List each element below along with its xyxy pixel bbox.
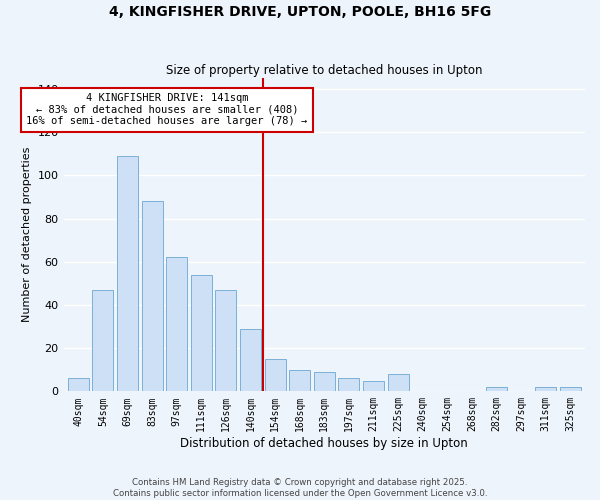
X-axis label: Distribution of detached houses by size in Upton: Distribution of detached houses by size … [181, 437, 468, 450]
Bar [92, 290, 113, 392]
Bar [240, 328, 261, 392]
Bar [215, 290, 236, 392]
Bar [388, 374, 409, 392]
Bar [166, 258, 187, 392]
Bar [535, 387, 556, 392]
Bar [142, 202, 163, 392]
Y-axis label: Number of detached properties: Number of detached properties [22, 147, 32, 322]
Title: Size of property relative to detached houses in Upton: Size of property relative to detached ho… [166, 64, 482, 77]
Bar [486, 387, 507, 392]
Bar [117, 156, 138, 392]
Bar [560, 387, 581, 392]
Bar [363, 380, 384, 392]
Bar [338, 378, 359, 392]
Bar [265, 359, 286, 392]
Text: 4, KINGFISHER DRIVE, UPTON, POOLE, BH16 5FG: 4, KINGFISHER DRIVE, UPTON, POOLE, BH16 … [109, 5, 491, 19]
Bar [289, 370, 310, 392]
Text: 4 KINGFISHER DRIVE: 141sqm
← 83% of detached houses are smaller (408)
16% of sem: 4 KINGFISHER DRIVE: 141sqm ← 83% of deta… [26, 94, 307, 126]
Bar [68, 378, 89, 392]
Bar [191, 274, 212, 392]
Text: Contains HM Land Registry data © Crown copyright and database right 2025.
Contai: Contains HM Land Registry data © Crown c… [113, 478, 487, 498]
Bar [314, 372, 335, 392]
